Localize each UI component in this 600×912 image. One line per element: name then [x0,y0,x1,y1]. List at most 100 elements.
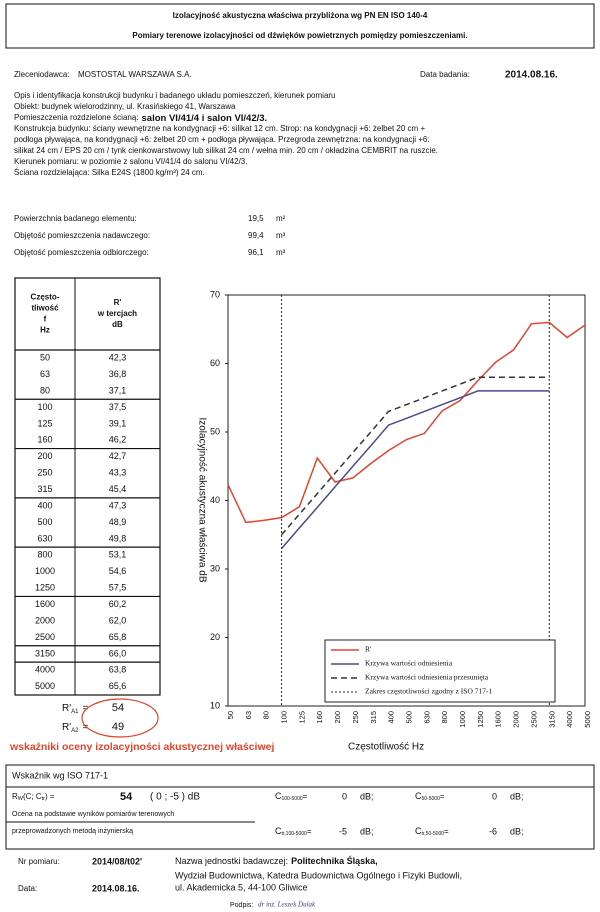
y-axis-label: Izolacyjność akustyczna właściwa dB [196,417,207,582]
description-line: Ściana rozdzielająca: Silka E24S (1800 k… [14,168,205,177]
rating-value: 54 [112,702,124,714]
x-tick-label: 315 [369,711,378,724]
date-label: Data badania: [420,70,470,79]
table-cell: 54,6 [109,566,127,576]
table-cell: 315 [37,484,52,494]
index-term: C100-5000= [275,791,308,802]
term-main: C [415,826,422,836]
description-line: Obiekt: budynek wielorodzinny, ul. Krasi… [14,102,236,111]
x-tick-label: 800 [440,711,449,724]
y-tick-label: 50 [210,426,220,436]
date: 2014.08.16. [505,70,558,81]
table-cell: 800 [37,550,52,560]
legend-label: R' [365,645,372,654]
description-line: silikat 24 cm / EPS 20 cm / tynk cienkow… [14,146,438,155]
table-cell: 42,3 [109,353,127,363]
term-main: C [275,791,282,801]
table-cell: 43,3 [109,468,127,478]
table-cell: 48,9 [109,517,127,527]
table-cell: 65,8 [109,632,127,642]
table-cell: 46,2 [109,435,127,445]
table-cell: 62,0 [109,615,127,625]
x-tick-label: 200 [333,711,342,724]
description-line: podłoga pływająca, na kondygnacji +6: że… [14,135,430,144]
term-unit: dB; [510,826,524,836]
rating-label: R'A1 = [62,703,88,715]
table-header: Hz [40,326,50,335]
x-tick-label: 250 [351,711,360,724]
x-tick-label: 2500 [529,711,538,728]
rating-sub: A2 [71,728,79,734]
table-cell: 100 [37,402,52,412]
table-cell: 45,4 [109,484,127,494]
term-sub: 100-5000 [282,796,303,802]
table-cell: 80 [40,385,50,395]
term-sub: tr,100-5000 [282,831,308,837]
signature: dr inż. Leszek Dulak [258,901,316,909]
footer-value: 2014/08/t02' [92,856,142,866]
rw-args: (C; C [23,792,42,801]
unit-name: Politechnika Śląska, [291,855,378,866]
term-sub: 50-5000 [422,796,441,802]
table-border [14,277,161,696]
table-cell: 2000 [35,615,55,625]
table-cell: 65,6 [109,681,127,691]
signature-label: Podpis: [230,902,253,909]
table-cell: 4000 [35,665,55,675]
legend-label: Zakres częstotliwości zgodny z ISO 717-1 [365,687,493,696]
rw-close: ) = [45,792,55,801]
client-label: Zleceniodawca: [14,70,70,79]
x-tick-label: 160 [315,711,324,724]
table-cell: 37,1 [109,385,127,395]
term-eq: = [303,792,308,801]
rooms: salon VI/41/4 i salon VI/42/3. [142,113,268,124]
term-unit: dB; [510,791,524,801]
term-value: -5 [339,826,347,836]
table-cell: 39,1 [109,418,127,428]
term-value: 0 [342,791,347,801]
term-main: C [415,791,422,801]
x-tick-label: 500 [404,711,413,724]
table-cell: 200 [37,451,52,461]
legend-label: Krzywa wartości odniesienia przesunięta [365,673,489,682]
term-unit: dB; [360,826,374,836]
x-tick-label: 125 [297,711,306,724]
measurement-value: 19,5 [248,214,264,223]
y-tick-label: 20 [210,632,220,642]
table-header: f [44,315,47,324]
table-cell: 1250 [35,583,55,593]
series-line [227,321,586,524]
series-line [281,376,550,536]
measurement-unit: m³ [276,248,286,257]
rw-args-sub: tr [42,796,46,802]
series-line [281,390,550,549]
table-header: tliwość [31,304,59,313]
rating-sub: A1 [71,709,79,715]
term-eq: = [444,827,449,836]
table-cell: 3150 [35,648,55,658]
rating-label: R'A2 = [62,722,88,734]
rating-symbol: R' [62,722,71,733]
y-tick-label: 10 [210,700,220,710]
table-cell: 2500 [35,632,55,642]
unit-line: ul. Akademicka 5, 44-100 Gliwice [175,882,308,892]
measurement-label: Powierzchnia badanego elementu: [14,214,137,223]
term-sub: tr,50-5000 [422,831,445,837]
table-cell: 49,8 [109,533,127,543]
table-cell: 1600 [35,599,55,609]
x-tick-label: 1250 [476,711,485,728]
rating-symbol: R' [62,703,71,714]
table-cell: 1000 [35,566,55,576]
table-header: R' [114,298,122,307]
footer-label: Data: [18,884,37,893]
measurement-label: Objętość pomieszczenia odbiorczego: [14,248,149,257]
index-note: Ocena na podstawie wyników pomiarów tere… [12,811,174,818]
term-eq: = [440,792,445,801]
description-line: Konstrukcja budynku: ściany wewnętrzne n… [14,124,425,133]
measurement-unit: m² [276,214,286,223]
x-tick-label: 100 [280,711,289,724]
x-tick-label: 2000 [512,711,521,728]
x-tick-label: 1600 [494,711,503,728]
unit-line: Wydział Budownictwa, Katedra Budownictwa… [175,870,462,880]
